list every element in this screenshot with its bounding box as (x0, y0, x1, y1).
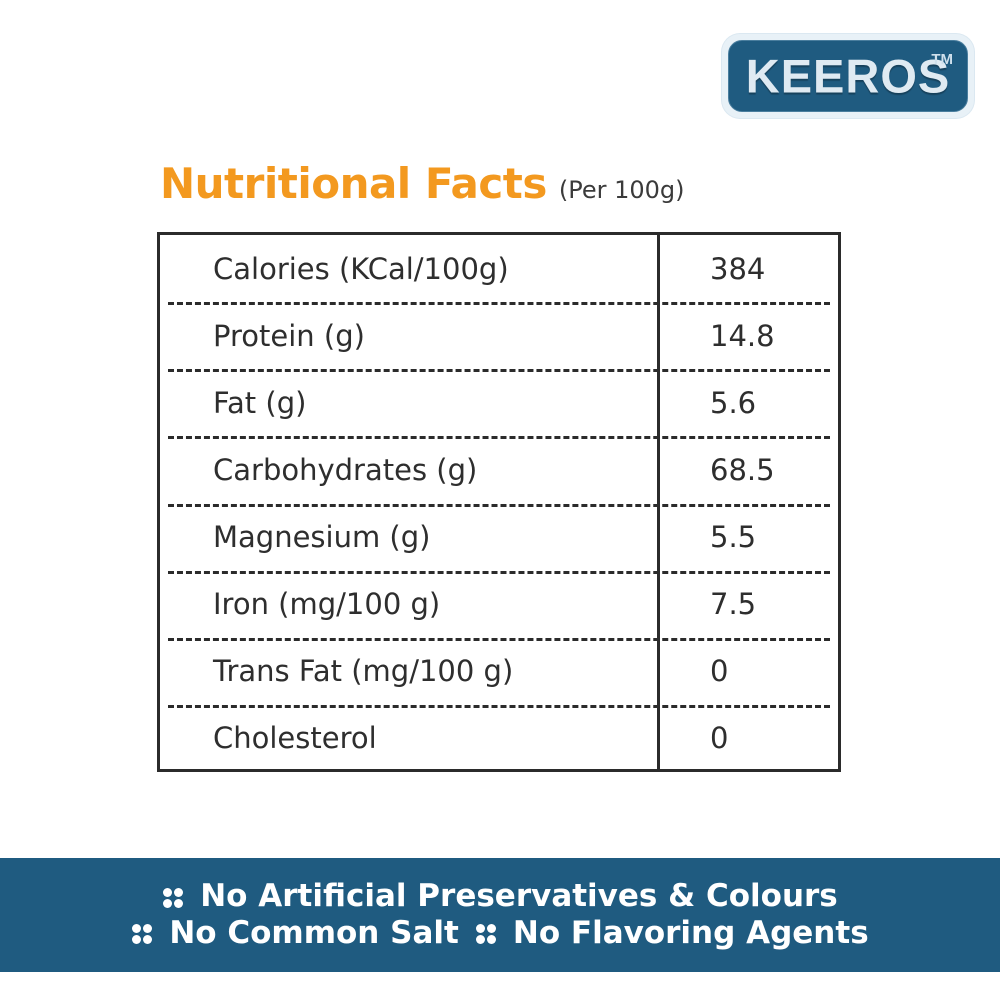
nutrient-value: 5.5 (710, 520, 757, 555)
table-row: Iron (mg/100 g) 7.5 (160, 570, 838, 638)
nutrient-value: 384 (710, 251, 766, 286)
table-body: Calories (KCal/100g) 384 Protein (g) 14.8 Fa… (160, 235, 838, 772)
quad-dot-bullet-icon (163, 887, 184, 908)
brand-logo: KEEROS TM (722, 34, 974, 118)
nutrition-facts-table: Calories (KCal/100g) 384 Protein (g) 14.8 Fa… (157, 232, 841, 772)
claim-text: No Artificial Preservatives & Colours (200, 878, 838, 915)
page-title-subtitle: (Per 100g) (558, 176, 685, 204)
table-column-divider (657, 235, 660, 769)
nutrient-value: 7.5 (710, 587, 757, 622)
table-row: Calories (KCal/100g) 384 (160, 235, 838, 302)
nutrient-value: 0 (710, 721, 729, 756)
table-row: Carbohydrates (g) 68.5 (160, 436, 838, 503)
nutrient-value: 0 (710, 654, 729, 689)
table-row: Cholesterol 0 (160, 704, 838, 772)
table-row: Trans Fat (mg/100 g) 0 (160, 637, 838, 705)
logo-inner-panel: KEEROS TM (728, 40, 968, 112)
nutrient-label: Iron (mg/100 g) (213, 587, 441, 622)
trademark-symbol: TM (931, 51, 953, 68)
claim-text: No Common Salt (169, 915, 459, 951)
page-title-main: Nutritional Facts (160, 159, 547, 208)
nutrient-label: Calories (KCal/100g) (213, 251, 509, 286)
logo-wordmark: KEEROS (745, 49, 951, 103)
nutrient-value: 5.6 (710, 385, 757, 420)
quad-dot-bullet-icon (475, 924, 496, 945)
claims-banner-line-1: No Artificial Preservatives & Colours (154, 878, 846, 915)
claims-banner-line-2: No Common Salt No Flavoring Agents (123, 915, 876, 952)
nutrient-label: Carbohydrates (g) (213, 452, 478, 487)
nutrient-label: Trans Fat (mg/100 g) (213, 654, 514, 689)
nutrient-value: 14.8 (710, 318, 775, 353)
nutrient-label: Cholesterol (213, 721, 377, 756)
table-row: Magnesium (g) 5.5 (160, 503, 838, 571)
quad-dot-bullet-icon (132, 924, 153, 945)
table-row: Protein (g) 14.8 (160, 302, 838, 369)
nutrient-label: Protein (g) (213, 318, 365, 353)
nutrient-label: Fat (g) (213, 385, 307, 420)
claim-text: No Flavoring Agents (512, 915, 869, 951)
table-row: Fat (g) 5.6 (160, 369, 838, 436)
page-title: Nutritional Facts (Per 100g) (160, 163, 685, 205)
nutrient-label: Magnesium (g) (213, 520, 431, 555)
claims-banner: No Artificial Preservatives & Colours No… (0, 858, 1000, 972)
nutrient-value: 68.5 (710, 452, 775, 487)
